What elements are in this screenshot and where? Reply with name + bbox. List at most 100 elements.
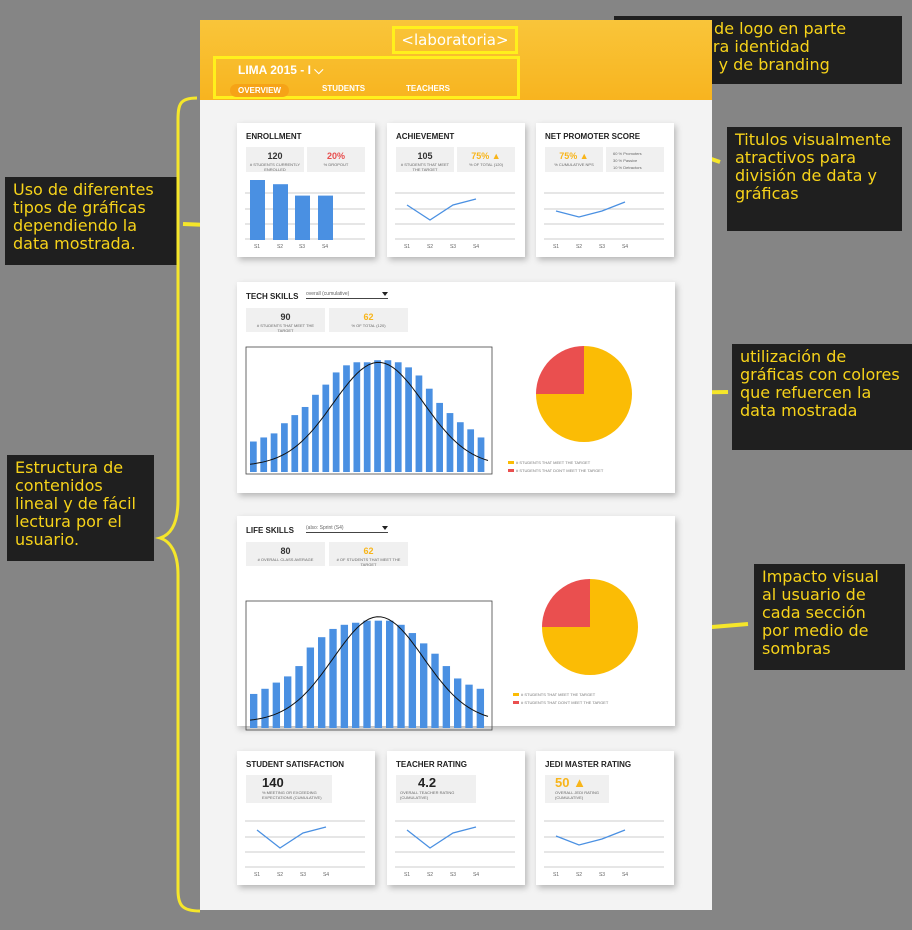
card-title: ENROLLMENT bbox=[246, 132, 302, 141]
card-title: JEDI MASTER RATING bbox=[545, 760, 632, 769]
bar bbox=[436, 402, 443, 472]
life-histogram bbox=[245, 600, 493, 731]
tick-label: S3 bbox=[450, 244, 456, 250]
bar bbox=[476, 688, 485, 728]
bar bbox=[405, 367, 412, 472]
card-title: LIFE SKILLS bbox=[246, 526, 294, 535]
life-skills-card: LIFE SKILLS (also: Sprint (S4) 80 # OVERA… bbox=[237, 516, 675, 731]
bar bbox=[332, 372, 340, 472]
bar bbox=[301, 406, 309, 472]
tick-label: S1 bbox=[553, 872, 559, 878]
bar bbox=[322, 384, 330, 472]
bar bbox=[318, 637, 326, 728]
bar bbox=[312, 394, 319, 472]
tick-label: S2 bbox=[427, 872, 433, 878]
student-satisfaction-card: STUDENT SATISFACTION 140% MEETING OR EXC… bbox=[237, 751, 375, 885]
tick-label: S4 bbox=[322, 244, 328, 250]
bar bbox=[261, 688, 269, 728]
bar bbox=[353, 362, 361, 472]
bar bbox=[272, 682, 281, 728]
bar bbox=[454, 678, 462, 728]
dashboard-page: <laboratoria> LIMA 2015 - I ⌵ OVERVIEW S… bbox=[200, 20, 712, 910]
stat-percent: 62% OF TOTAL (120) bbox=[329, 308, 408, 332]
bar bbox=[384, 360, 392, 472]
stat-nps: 75% ▲% CUMULATIVE NPS bbox=[545, 147, 603, 172]
bar bbox=[295, 666, 303, 728]
legend-not-meet: # STUDENTS THAT DON'T MEET THE TARGET bbox=[508, 468, 603, 473]
stat-meet-target: 105 # STUDENTS THAT MEET THE TARGET bbox=[396, 147, 454, 172]
bar bbox=[329, 628, 337, 728]
achievement-line-chart: S1 S2 S3 S4 bbox=[395, 192, 515, 250]
bar bbox=[250, 441, 257, 472]
bar bbox=[284, 676, 292, 728]
card-title: TECH SKILLS bbox=[246, 292, 299, 301]
distribution-curve bbox=[249, 616, 489, 721]
bar bbox=[270, 433, 278, 472]
tick-label: S1 bbox=[254, 872, 260, 878]
note-colors: utilización de gráficas con colores que … bbox=[732, 344, 912, 450]
stat-jedi: 50 ▲ OVERALL JEDI RATING (CUMULATIVE) bbox=[545, 775, 609, 803]
series-line bbox=[555, 201, 626, 218]
tab-teachers[interactable]: TEACHERS bbox=[406, 84, 451, 93]
stat-dropout: 20%% DROPOUT bbox=[307, 147, 365, 172]
stat-meet-target: 90 # STUDENTS THAT MEET THE TARGET bbox=[246, 308, 325, 333]
tick-label: S1 bbox=[553, 244, 559, 250]
tick-label: S2 bbox=[576, 872, 582, 878]
legend-meet: # STUDENTS THAT MEET THE TARGET bbox=[513, 692, 595, 697]
city-selector[interactable]: LIMA 2015 - I ⌵ bbox=[238, 63, 324, 77]
stat-class-average: 80 # OVERALL CLASS AVERAGE bbox=[246, 542, 325, 566]
stat-meet-target: 62 # OF STUDENTS THAT MEET THE TARGET bbox=[329, 542, 408, 567]
bar bbox=[477, 437, 485, 472]
tech-skills-dropdown[interactable]: overall (cumulative) bbox=[306, 291, 388, 299]
nav-bar: LIMA 2015 - I ⌵ OVERVIEW STUDENTS TEACHE… bbox=[213, 56, 520, 99]
bar bbox=[420, 643, 428, 728]
bar bbox=[340, 624, 349, 728]
bar bbox=[408, 633, 417, 728]
note-titles: Titulos visualmente atractivos para divi… bbox=[727, 127, 902, 231]
nps-breakdown: 60 % Promoters 30 % Passive 10 % Detract… bbox=[606, 147, 664, 172]
legend-not-meet: # STUDENTS THAT DON'T MEET THE TARGET bbox=[513, 700, 608, 705]
tab-overview[interactable]: OVERVIEW bbox=[230, 84, 289, 97]
tick-label: S4 bbox=[622, 244, 628, 250]
bar bbox=[343, 365, 350, 472]
tech-histogram bbox=[245, 346, 493, 475]
bar bbox=[250, 693, 258, 728]
tick-label: S2 bbox=[277, 244, 283, 250]
jedi-line-chart: S1 S2 S3 S4 bbox=[544, 820, 664, 878]
bar bbox=[318, 195, 333, 240]
life-skills-dropdown[interactable]: (also: Sprint (S4) bbox=[306, 525, 388, 533]
pie-slice bbox=[542, 579, 590, 627]
tick-label: S1 bbox=[404, 244, 410, 250]
stat-percent: 75% ▲% OF TOTAL (120) bbox=[457, 147, 515, 172]
tab-students[interactable]: STUDENTS bbox=[322, 84, 366, 93]
note-charts: Uso de diferentes tipos de gráficas depe… bbox=[5, 177, 179, 265]
plot-frame bbox=[245, 600, 493, 731]
tick-label: S4 bbox=[473, 244, 479, 250]
stat-satisfaction: 140% MEETING OR EXCEEDING EXPECTATIONS (… bbox=[246, 775, 332, 803]
bar bbox=[456, 422, 464, 472]
note-structure: Estructura de contenidos lineal y de fác… bbox=[7, 455, 154, 561]
note-shadows: Impacto visual al usuario de cada secció… bbox=[754, 564, 905, 670]
tech-skills-card: TECH SKILLS overall (cumulative) 90 # STU… bbox=[237, 282, 675, 493]
bar bbox=[260, 437, 268, 472]
tick-label: S3 bbox=[450, 872, 456, 878]
bar bbox=[442, 666, 451, 728]
jedi-rating-card: JEDI MASTER RATING 50 ▲ OVERALL JEDI RATI… bbox=[536, 751, 674, 885]
enrollment-bar-chart: S1 S2 S3 S4 bbox=[245, 180, 365, 250]
satisfaction-line-chart: S1 S2 S3 S4 bbox=[245, 820, 365, 878]
tick-label: S4 bbox=[622, 872, 628, 878]
life-pie-chart bbox=[542, 579, 638, 675]
bar bbox=[394, 362, 402, 472]
stat-teacher: 4.2 OVERALL TEACHER RATING (CUMULATIVE) bbox=[396, 775, 476, 803]
bar bbox=[363, 362, 371, 472]
laboratoria-logo[interactable]: <laboratoria> bbox=[392, 26, 518, 54]
pie-slice bbox=[536, 346, 584, 394]
plot-frame bbox=[245, 346, 493, 475]
legend-meet: # STUDENTS THAT MEET THE TARGET bbox=[508, 460, 590, 465]
tick-label: S2 bbox=[277, 872, 283, 878]
tick-label: S4 bbox=[473, 872, 479, 878]
stat-enrolled: 120 # STUDENTS CURRENTLY ENROLLED bbox=[246, 147, 304, 172]
card-title: NET PROMOTER SCORE bbox=[545, 132, 641, 141]
series-line bbox=[406, 198, 477, 221]
series-line bbox=[406, 826, 477, 849]
